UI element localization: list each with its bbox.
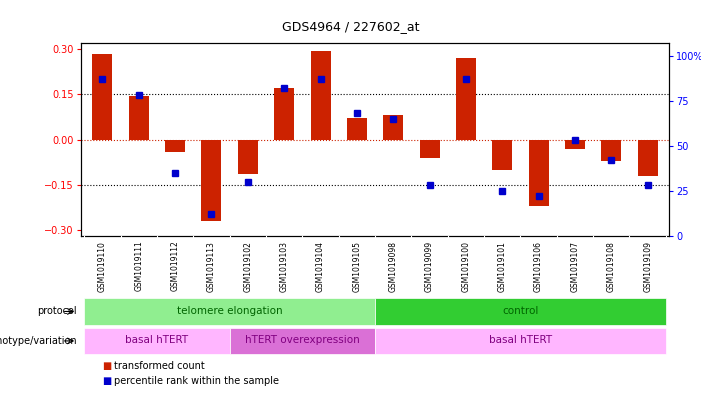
Bar <box>165 140 185 152</box>
Text: genotype/variation: genotype/variation <box>0 336 77 346</box>
Text: GSM1019099: GSM1019099 <box>425 241 434 292</box>
Bar <box>93 54 112 140</box>
Bar <box>311 51 330 140</box>
Text: control: control <box>502 306 538 316</box>
Text: GSM1019106: GSM1019106 <box>534 241 543 292</box>
Text: basal hTERT: basal hTERT <box>125 335 189 345</box>
Bar <box>84 328 230 354</box>
Bar <box>129 96 149 140</box>
Bar <box>383 116 403 140</box>
Text: GSM1019098: GSM1019098 <box>389 241 397 292</box>
Text: GSM1019101: GSM1019101 <box>498 241 507 292</box>
Text: transformed count: transformed count <box>114 361 205 371</box>
Bar <box>375 298 666 325</box>
Bar <box>565 140 585 149</box>
Text: percentile rank within the sample: percentile rank within the sample <box>114 376 279 386</box>
Text: GSM1019109: GSM1019109 <box>643 241 652 292</box>
Bar <box>84 298 375 325</box>
Text: telomere elongation: telomere elongation <box>177 306 283 316</box>
Text: GSM1019107: GSM1019107 <box>571 241 580 292</box>
Text: hTERT overexpression: hTERT overexpression <box>245 335 360 345</box>
Bar <box>274 88 294 140</box>
Bar <box>201 140 222 221</box>
Text: GSM1019102: GSM1019102 <box>243 241 252 292</box>
Bar <box>601 140 621 161</box>
Bar <box>638 140 658 176</box>
Text: GSM1019112: GSM1019112 <box>170 241 179 292</box>
Bar <box>420 140 440 158</box>
Text: GSM1019110: GSM1019110 <box>98 241 107 292</box>
Bar <box>529 140 549 206</box>
Text: GDS4964 / 227602_at: GDS4964 / 227602_at <box>282 20 419 33</box>
Text: GSM1019104: GSM1019104 <box>316 241 325 292</box>
Bar <box>347 118 367 140</box>
Text: ■: ■ <box>102 361 111 371</box>
Text: GSM1019113: GSM1019113 <box>207 241 216 292</box>
Bar <box>456 58 476 140</box>
Bar <box>492 140 512 170</box>
Bar <box>375 328 666 354</box>
Text: GSM1019105: GSM1019105 <box>353 241 361 292</box>
Text: GSM1019100: GSM1019100 <box>461 241 470 292</box>
Bar <box>230 328 375 354</box>
Text: GSM1019103: GSM1019103 <box>280 241 289 292</box>
Text: GSM1019108: GSM1019108 <box>607 241 615 292</box>
Text: basal hTERT: basal hTERT <box>489 335 552 345</box>
Text: protocol: protocol <box>37 307 77 316</box>
Bar <box>238 140 258 174</box>
Text: ■: ■ <box>102 376 111 386</box>
Text: GSM1019111: GSM1019111 <box>135 241 143 292</box>
